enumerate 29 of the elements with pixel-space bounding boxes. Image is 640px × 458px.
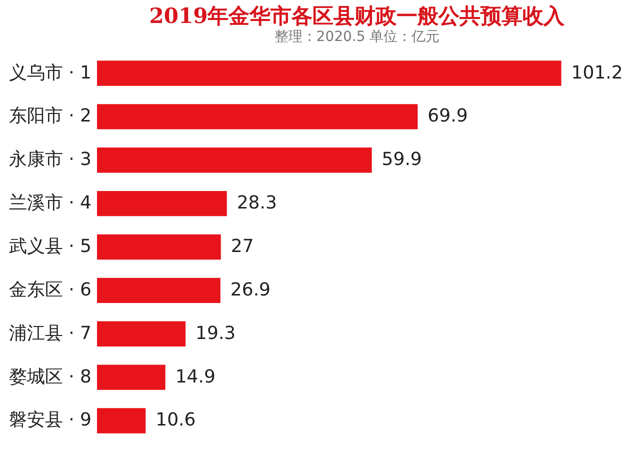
data-label: 10.6 [156,410,196,431]
bar [97,60,562,86]
bar [97,408,146,434]
y-tick-label: 磐安县 · 9 [8,410,92,431]
y-tick-label: 金东区 · 6 [8,279,92,300]
y-tick-label: 武义县 · 5 [8,236,92,257]
bar [97,148,372,173]
data-label: 69.9 [428,106,468,127]
bar [97,234,221,260]
chart-subtitle: 整理：2020.5 单位：亿元 [274,29,440,45]
bar [97,190,227,216]
data-label: 26.9 [230,279,270,300]
y-tick-label: 东阳市 · 2 [8,106,92,127]
data-label: 28.3 [236,192,277,214]
y-tick-label: 兰溪市 · 4 [8,192,92,214]
y-tick-label: 婺城区 · 8 [8,366,92,388]
data-label: 101.2 [571,62,623,84]
bar [97,278,220,304]
chart-title: 2019年金华市各区县财政一般公共预算收入 [149,3,566,28]
bar [97,321,186,346]
y-tick-label: 义乌市 · 1 [8,62,92,84]
y-tick-label: 浦江县 · 7 [8,322,92,344]
data-label: 19.3 [196,322,236,344]
bar [97,104,418,130]
bar [97,364,166,390]
y-tick-label: 永康市 · 3 [8,149,92,170]
data-label: 27 [230,236,254,257]
data-label: 59.9 [382,149,422,170]
data-label: 14.9 [175,366,216,388]
